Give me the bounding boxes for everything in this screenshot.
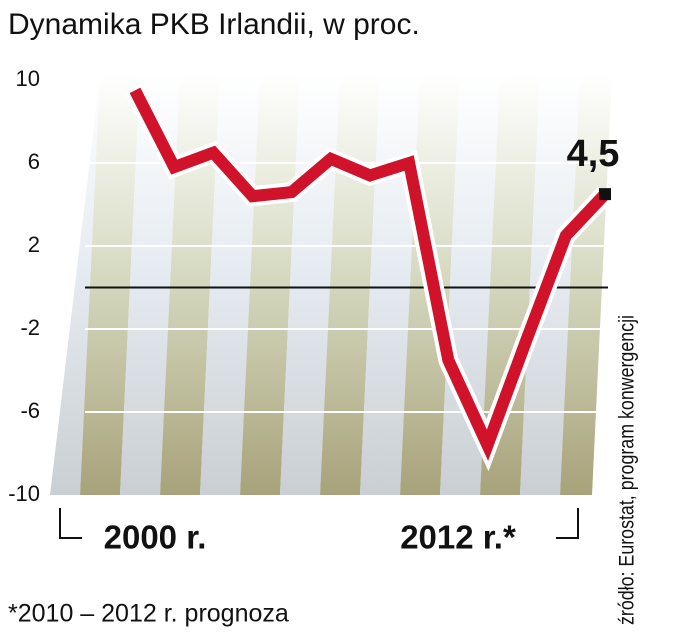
x-tick-label: 2012 r.* (400, 519, 516, 556)
bracket-left (59, 508, 82, 539)
stripe (640, 75, 673, 495)
stripe (0, 75, 20, 495)
value-label: 4,5 (567, 133, 620, 175)
chart-title: Dynamika PKB Irlandii, w proc. (8, 8, 420, 41)
stripe (50, 75, 60, 495)
y-tick-label: -10 (8, 481, 40, 506)
y-tick-label: 2 (28, 232, 40, 257)
footnote: *2010 – 2012 r. prognoza (8, 600, 289, 628)
y-tick-label: -6 (20, 398, 40, 423)
y-tick-label: 6 (28, 149, 40, 174)
point-marker (599, 188, 611, 201)
x-tick-label: 2000 r. (104, 519, 207, 556)
y-tick-label: 10 (16, 66, 40, 91)
bracket-right (556, 508, 579, 539)
line (129, 87, 610, 461)
plot: 4,5 (85, 85, 620, 472)
source: źródło: Eurostat, program konwergencji (616, 315, 639, 625)
y-tick-label: -2 (20, 315, 40, 340)
